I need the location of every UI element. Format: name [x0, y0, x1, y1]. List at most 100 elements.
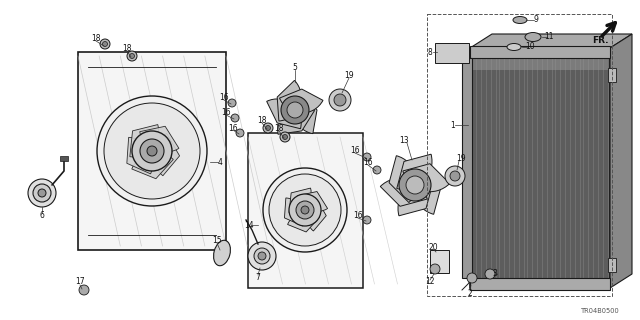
- Wedge shape: [398, 180, 433, 216]
- Circle shape: [363, 153, 371, 161]
- Circle shape: [127, 51, 137, 61]
- Wedge shape: [278, 107, 314, 134]
- Circle shape: [132, 131, 172, 171]
- Text: 16: 16: [353, 211, 363, 220]
- Bar: [470, 48, 610, 288]
- Wedge shape: [154, 133, 180, 176]
- Circle shape: [287, 102, 303, 118]
- Circle shape: [129, 53, 134, 59]
- Ellipse shape: [525, 33, 541, 42]
- Text: 5: 5: [292, 62, 298, 71]
- Text: 6: 6: [40, 211, 44, 220]
- Wedge shape: [127, 137, 153, 174]
- Polygon shape: [610, 34, 632, 288]
- Circle shape: [258, 252, 266, 260]
- Wedge shape: [289, 188, 311, 213]
- Wedge shape: [389, 156, 417, 203]
- FancyBboxPatch shape: [78, 52, 226, 250]
- Wedge shape: [277, 80, 301, 121]
- Bar: [462, 58, 472, 278]
- Text: 3: 3: [493, 269, 497, 278]
- Bar: [427, 14, 612, 296]
- Circle shape: [296, 201, 314, 219]
- Text: 16: 16: [221, 108, 231, 116]
- Text: 13: 13: [399, 135, 409, 145]
- Bar: [608, 258, 616, 272]
- Circle shape: [430, 264, 440, 274]
- Circle shape: [485, 269, 495, 279]
- Wedge shape: [130, 124, 159, 157]
- Circle shape: [228, 99, 236, 107]
- FancyBboxPatch shape: [248, 133, 363, 288]
- Circle shape: [263, 168, 347, 252]
- Circle shape: [231, 114, 239, 122]
- Text: 14: 14: [244, 220, 254, 229]
- Ellipse shape: [507, 44, 521, 51]
- Text: 16: 16: [228, 124, 238, 132]
- Text: 2: 2: [468, 289, 472, 298]
- Text: 1: 1: [451, 121, 456, 130]
- Wedge shape: [287, 212, 319, 232]
- Text: 8: 8: [428, 47, 433, 57]
- Circle shape: [445, 166, 465, 186]
- Circle shape: [467, 273, 477, 283]
- Bar: [60, 156, 68, 161]
- Text: 18: 18: [275, 124, 284, 132]
- Text: 18: 18: [92, 34, 100, 43]
- Circle shape: [281, 96, 309, 124]
- Text: 18: 18: [122, 44, 132, 52]
- Circle shape: [248, 242, 276, 270]
- Text: 20: 20: [428, 243, 438, 252]
- Circle shape: [102, 42, 108, 46]
- Circle shape: [79, 285, 89, 295]
- Text: 9: 9: [534, 14, 538, 23]
- Circle shape: [97, 96, 207, 206]
- Circle shape: [282, 134, 287, 140]
- Wedge shape: [293, 92, 317, 134]
- Text: 18: 18: [257, 116, 267, 124]
- Circle shape: [254, 248, 270, 264]
- Wedge shape: [284, 198, 305, 226]
- Circle shape: [329, 89, 351, 111]
- Text: 15: 15: [212, 236, 222, 244]
- Bar: [470, 278, 610, 290]
- Circle shape: [104, 103, 200, 199]
- Wedge shape: [380, 178, 427, 206]
- Circle shape: [263, 123, 273, 133]
- Text: 19: 19: [456, 154, 466, 163]
- Circle shape: [269, 174, 341, 246]
- Text: 4: 4: [218, 157, 223, 166]
- Circle shape: [236, 129, 244, 137]
- Wedge shape: [280, 89, 323, 113]
- Wedge shape: [140, 126, 179, 152]
- Text: 11: 11: [544, 31, 554, 41]
- Wedge shape: [307, 198, 326, 231]
- Text: 16: 16: [219, 92, 229, 101]
- Circle shape: [100, 39, 110, 49]
- Wedge shape: [267, 99, 301, 129]
- Circle shape: [399, 169, 431, 201]
- Circle shape: [363, 216, 371, 224]
- Bar: [472, 56, 608, 70]
- Circle shape: [406, 176, 424, 194]
- Text: TR04B0500: TR04B0500: [581, 308, 620, 314]
- Circle shape: [280, 132, 290, 142]
- Text: 12: 12: [425, 277, 435, 286]
- Circle shape: [334, 94, 346, 106]
- Text: 19: 19: [344, 70, 354, 79]
- Bar: [470, 46, 610, 58]
- Circle shape: [28, 179, 56, 207]
- Circle shape: [373, 166, 381, 174]
- Circle shape: [301, 206, 309, 214]
- Circle shape: [38, 189, 46, 197]
- Text: FR.: FR.: [592, 36, 609, 45]
- Circle shape: [289, 194, 321, 226]
- Wedge shape: [413, 167, 441, 214]
- Circle shape: [266, 125, 271, 131]
- Circle shape: [140, 139, 164, 163]
- FancyBboxPatch shape: [435, 43, 469, 63]
- Ellipse shape: [214, 240, 230, 266]
- Circle shape: [147, 146, 157, 156]
- Circle shape: [450, 171, 460, 181]
- Ellipse shape: [513, 17, 527, 23]
